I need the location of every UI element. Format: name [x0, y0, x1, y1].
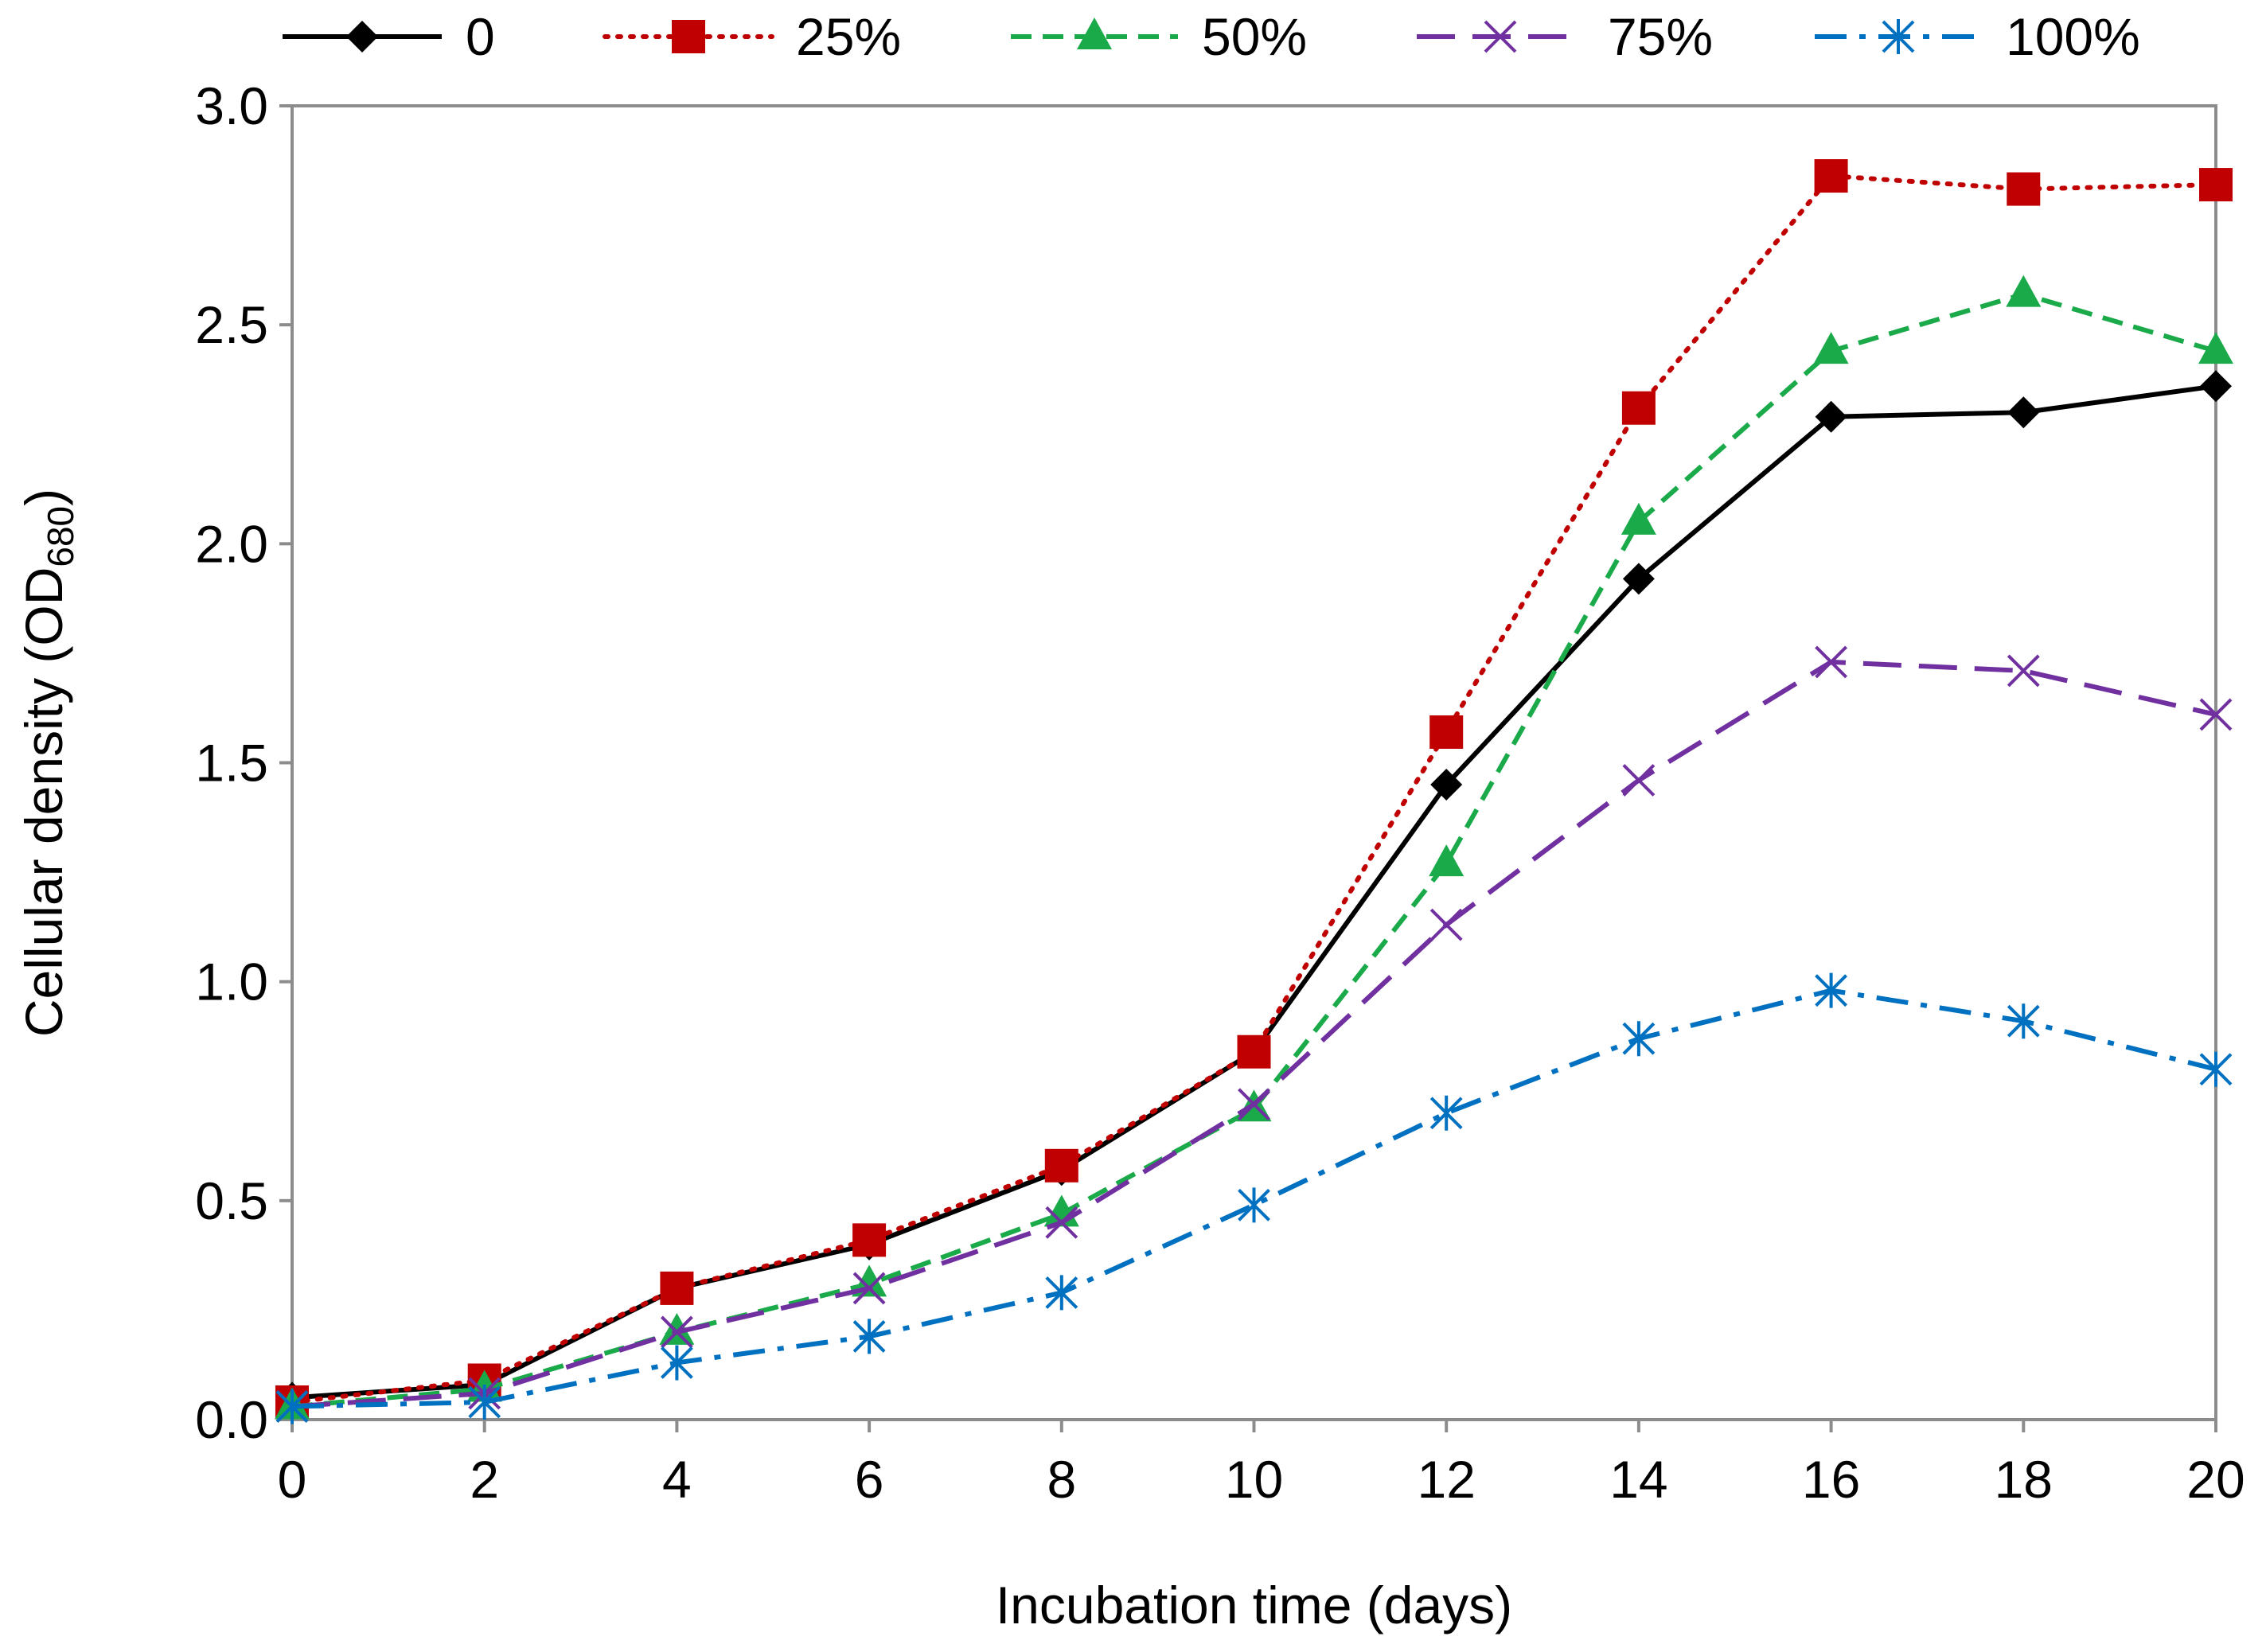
y-tick-label: 3.0	[195, 76, 268, 135]
x-tick-label: 14	[1609, 1450, 1667, 1509]
data-point	[852, 1223, 887, 1257]
x-tick-label: 10	[1225, 1450, 1283, 1509]
data-point	[659, 1312, 695, 1345]
series-line	[291, 659, 2217, 1409]
x-axis-title: Incubation time (days)	[996, 1576, 1512, 1634]
legend: 0 25% 50% 75% 100%	[283, 7, 2140, 66]
data-point	[1045, 1275, 1078, 1311]
data-point	[1045, 1206, 1078, 1239]
data-point	[660, 1315, 693, 1349]
series-group	[275, 159, 2233, 1424]
data-point	[1813, 332, 1849, 364]
legend-item: 0	[283, 7, 495, 66]
y-tick-label: 1.5	[195, 734, 268, 793]
data-point	[2007, 1003, 2040, 1039]
data-point	[1622, 1021, 1656, 1057]
y-axis-title-close: )	[14, 489, 73, 506]
data-point	[852, 1319, 886, 1354]
x-tick-label: 12	[1417, 1450, 1475, 1509]
legend-label: 25%	[796, 7, 901, 66]
data-point	[660, 1271, 694, 1305]
plot-area-frame	[291, 104, 2217, 1421]
legend-swatch-marker	[1882, 19, 1915, 54]
data-point	[2006, 275, 2042, 307]
series-line	[291, 988, 2217, 1409]
data-point	[2007, 172, 2041, 206]
data-point	[1429, 844, 1465, 877]
series-line	[291, 384, 2217, 1401]
data-point	[1238, 1088, 1270, 1121]
y-axis-title-main: Cellular density (OD	[14, 567, 73, 1038]
data-point	[2007, 654, 2040, 688]
data-point	[2199, 1051, 2233, 1087]
series-2	[275, 159, 2233, 1419]
data-point	[1237, 1034, 1271, 1069]
legend-label: 0	[466, 7, 495, 66]
y-tick-label: 2.5	[195, 295, 268, 354]
data-point	[660, 1345, 693, 1381]
y-tick-label: 1.0	[195, 953, 268, 1011]
data-point	[275, 1389, 309, 1424]
x-tick-label: 6	[855, 1450, 884, 1509]
series-line	[291, 291, 2217, 1409]
data-point	[2007, 396, 2040, 429]
series-5	[275, 972, 2233, 1424]
legend-item: 50%	[1011, 7, 1307, 66]
data-point	[1621, 391, 1656, 425]
legend-swatch-marker	[346, 21, 378, 53]
legend-label: 75%	[1608, 7, 1713, 66]
y-axis-ticks: 0.0 0.5 1.0 1.5 2.0 2.5 3.0	[195, 76, 292, 1449]
data-point	[1238, 1187, 1270, 1223]
legend-swatch-marker	[1077, 18, 1112, 49]
legend-label: 100%	[2006, 7, 2140, 66]
data-point	[1621, 502, 1656, 535]
x-tick-label: 18	[1995, 1450, 2053, 1509]
data-point	[2199, 168, 2233, 202]
data-point	[1622, 764, 1656, 797]
x-axis-ticks: 0 2 4 6 8 10 12 14 16 18 20	[278, 1420, 2245, 1509]
x-tick-label: 8	[1047, 1450, 1076, 1509]
x-tick-label: 16	[1802, 1450, 1860, 1509]
data-point	[1622, 563, 1655, 595]
data-point	[1429, 715, 1464, 749]
x-tick-label: 4	[662, 1450, 692, 1509]
data-point	[468, 1384, 501, 1420]
y-tick-label: 2.0	[195, 514, 268, 573]
series-3	[275, 275, 2233, 1420]
data-point	[1430, 769, 1463, 801]
data-point	[1815, 645, 1848, 679]
x-tick-label: 20	[2186, 1450, 2245, 1509]
data-point	[2198, 332, 2233, 364]
legend-label: 50%	[1202, 7, 1307, 66]
x-tick-label: 0	[278, 1450, 307, 1509]
legend-item: 25%	[603, 7, 901, 66]
series-1	[276, 370, 2232, 1414]
legend-item: 100%	[1815, 7, 2140, 66]
data-point	[1429, 1095, 1463, 1131]
y-tick-label: 0.0	[195, 1390, 268, 1449]
data-point	[2200, 370, 2232, 403]
y-axis-title-subscript: 680	[40, 506, 81, 567]
data-point	[852, 1272, 886, 1305]
data-point	[1429, 908, 1463, 941]
data-point	[1044, 1148, 1078, 1183]
legend-swatch-marker	[1484, 20, 1517, 53]
data-point	[1815, 972, 1848, 1008]
data-point	[2199, 698, 2233, 731]
data-point	[1815, 400, 1847, 433]
y-tick-label: 0.5	[195, 1171, 268, 1230]
x-tick-label: 2	[470, 1450, 499, 1509]
data-point	[1814, 159, 1848, 193]
legend-swatch-marker	[672, 20, 705, 53]
legend-item: 75%	[1417, 7, 1713, 66]
y-axis-title: Cellular density (OD680)	[14, 489, 81, 1037]
series-4	[275, 645, 2233, 1423]
